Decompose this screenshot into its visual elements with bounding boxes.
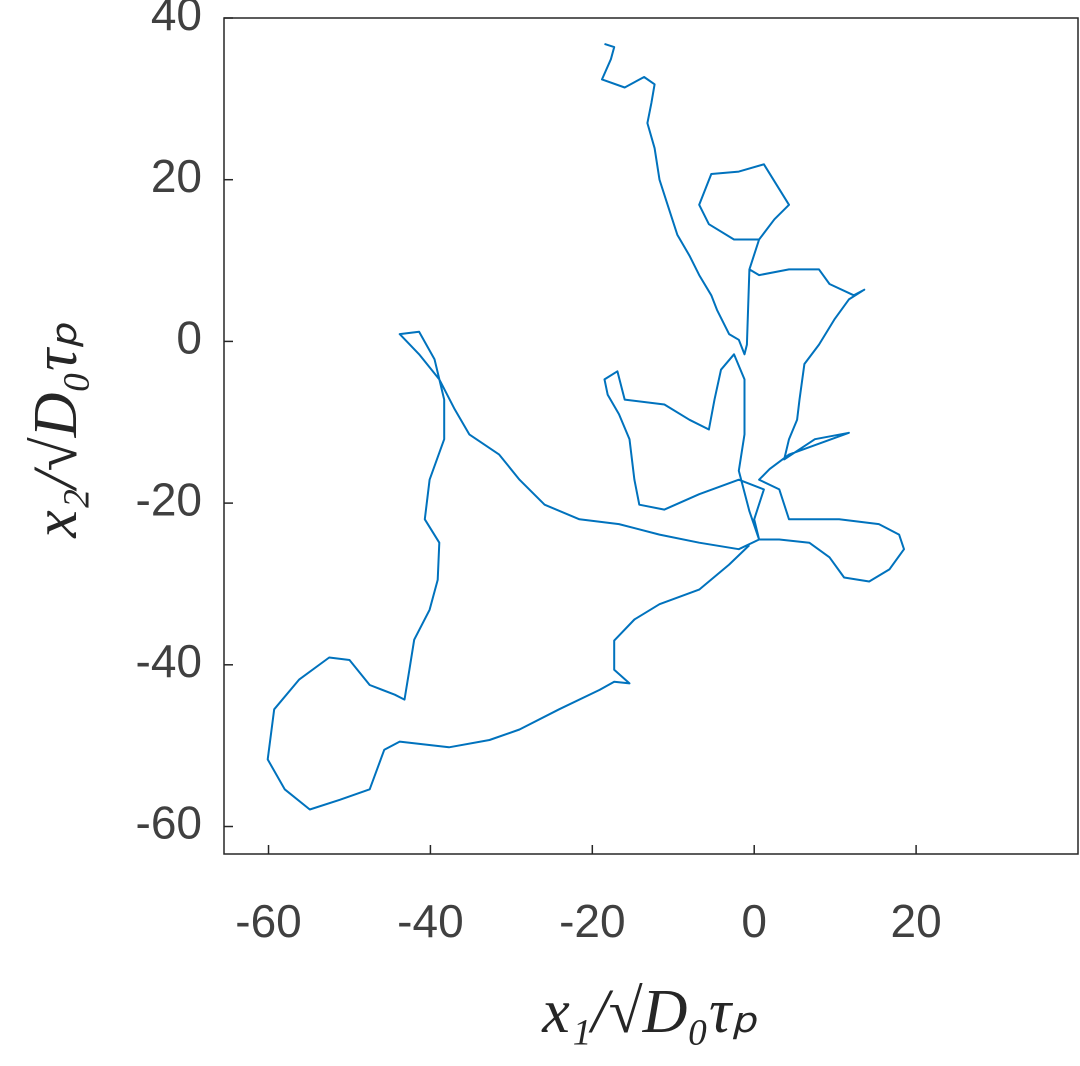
x-tick-label: -60: [235, 895, 301, 947]
y-tick-label: 40: [151, 0, 202, 40]
y-tick-label: -40: [136, 635, 202, 687]
y-tick-label: -60: [136, 797, 202, 849]
plot-box: [223, 17, 1079, 855]
y-tick-label: 0: [176, 312, 202, 364]
x-axis-label: x₁/√D₀τₚ: [541, 978, 758, 1046]
x-tick-label: -20: [559, 895, 625, 947]
trajectory: [266, 42, 905, 811]
x-tick-label: 20: [891, 895, 942, 947]
x-tick-label: 0: [741, 895, 767, 947]
x-tick-label: -40: [397, 895, 463, 947]
y-axis-label: x₂/√D₀τₚ: [22, 322, 90, 539]
y-tick-label: 20: [151, 150, 202, 202]
y-tick-label: -20: [136, 473, 202, 525]
